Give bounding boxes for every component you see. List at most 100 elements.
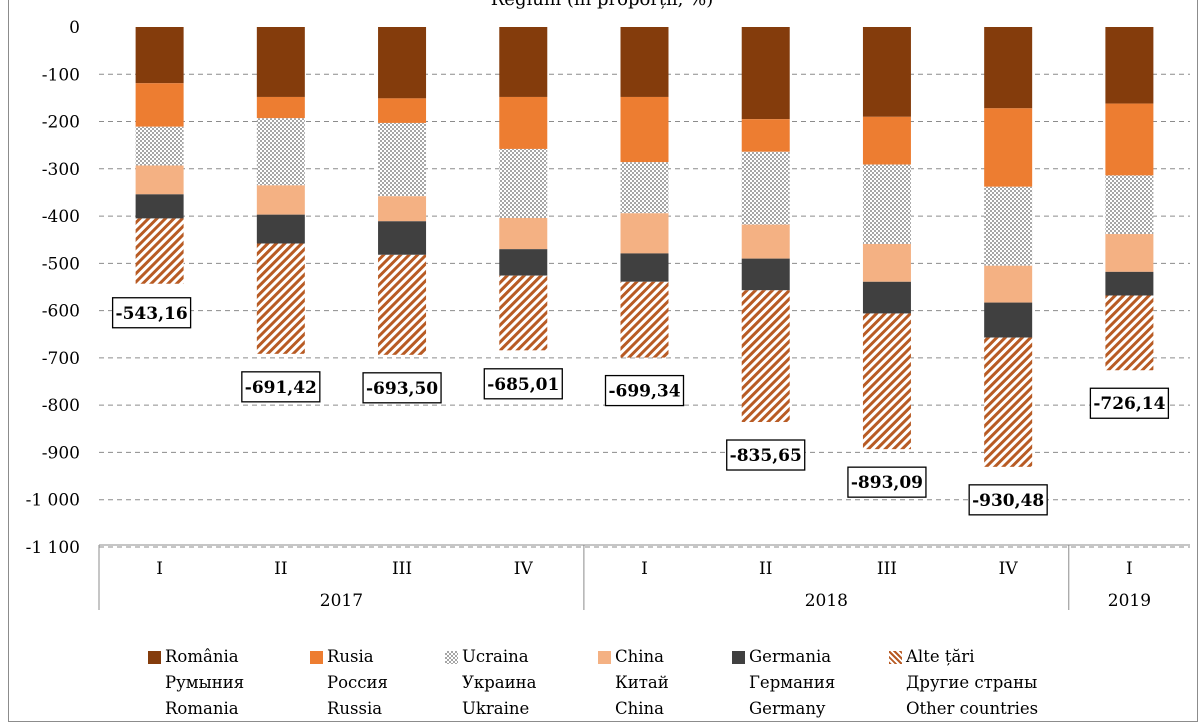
bar-segment-romania (256, 27, 305, 97)
bar-segment-other (378, 254, 427, 355)
legend-label-ru: Германия (749, 673, 836, 692)
total-label: -726,14 (1093, 394, 1165, 414)
chart-frame (8, 0, 1198, 722)
bar-segment-germany (862, 281, 911, 314)
legend-label-ru: Украина (462, 673, 537, 692)
bar-segment-romania (620, 27, 669, 97)
x-tick-label: I (641, 559, 648, 579)
bar-segment-russia (620, 96, 669, 163)
total-label: -699,34 (608, 382, 680, 402)
y-tick-label: -800 (42, 396, 80, 416)
total-label-box (111, 297, 192, 329)
bar-segment-china (741, 224, 790, 259)
bar-segment-germany (984, 302, 1033, 338)
bar-segment-ukraine (378, 122, 427, 197)
legend-label-en: Russia (327, 699, 383, 718)
bar-segment-romania (499, 27, 548, 97)
bar-segment-russia (862, 116, 911, 165)
bar-segment-other (135, 218, 184, 284)
total-label: -893,09 (851, 473, 923, 493)
total-label-box (362, 372, 442, 404)
total-label: -685,01 (487, 375, 559, 395)
x-tick-label: IV (999, 559, 1019, 579)
bar-segment-china (378, 196, 427, 222)
total-label: -691,42 (245, 378, 317, 398)
bar-segment-russia (378, 98, 427, 123)
y-tick-label: -700 (42, 349, 80, 369)
bar-segment-ukraine (862, 164, 911, 244)
year-group-label: 2017 (320, 591, 363, 611)
x-tick-label: II (759, 559, 772, 579)
bar-segment-other (256, 243, 305, 354)
bar-segment-germany (378, 221, 427, 255)
bar-segment-germany (256, 214, 305, 244)
total-label-box (241, 371, 321, 403)
total-label-box (847, 466, 927, 498)
legend-label-ru: Другие страны (906, 673, 1038, 692)
x-tick-label: III (392, 559, 412, 579)
bar-segment-ukraine (1105, 175, 1154, 235)
bar-segment-other (984, 337, 1033, 467)
bar-segment-romania (378, 27, 427, 99)
bar-segment-china (135, 165, 184, 195)
bar-segment-china (499, 217, 548, 250)
bar-segment-ukraine (256, 118, 305, 186)
bar-segment-china (984, 265, 1033, 303)
bar-segment-other (862, 313, 911, 450)
bar-segment-ukraine (499, 148, 548, 218)
bar-segment-china (256, 185, 305, 215)
legend-label-ro: Ucraina (462, 647, 529, 666)
bar-segment-russia (135, 83, 184, 127)
total-label-box (1089, 387, 1170, 419)
bar-segment-russia (256, 96, 305, 119)
x-tick-label: I (1126, 559, 1133, 579)
y-tick-label: -300 (42, 160, 80, 180)
y-tick-label: -1 000 (26, 491, 80, 511)
total-label: -543,16 (116, 304, 188, 324)
legend-label-en: Ukraine (462, 699, 530, 718)
bar-segment-china (862, 243, 911, 282)
legend-label-en: Romania (165, 699, 239, 718)
legend-label-ru: Россия (327, 673, 388, 692)
y-tick-label: -400 (42, 207, 80, 227)
bar-segment-china (1105, 234, 1154, 272)
bar-segment-germany (741, 258, 790, 291)
legend-label-ru: Китай (615, 673, 669, 692)
legend-item-china: China Китай China (598, 644, 669, 722)
total-label: -693,50 (366, 379, 438, 399)
legend-label-en: Other countries (906, 699, 1039, 718)
bar-segment-germany (135, 194, 184, 219)
total-label: -835,65 (730, 446, 802, 466)
year-group-label: 2019 (1108, 591, 1151, 611)
bar-segment-romania (741, 27, 790, 120)
bar-segment-romania (135, 27, 184, 84)
stacked-bar-chart: 0 -100 -200 -300 -400 -500 -600 -700 -800 -900 -1 … (26, 18, 1190, 611)
bar-segment-ukraine (741, 151, 790, 225)
total-label: -930,48 (972, 491, 1044, 511)
y-tick-label: -900 (42, 443, 80, 463)
legend-item-russia: Rusia Россия Russia (310, 644, 388, 722)
bar-segment-romania (1105, 27, 1154, 104)
legend-label-ro: România (165, 647, 239, 666)
bar-segment-china (620, 213, 669, 254)
y-tick-label: -1 100 (26, 538, 80, 558)
bar-segment-romania (984, 27, 1033, 109)
bar-segment-ukraine (984, 186, 1033, 266)
x-tick-label: II (274, 559, 287, 579)
y-tick-label: -600 (42, 302, 80, 322)
legend-swatch-germany (732, 651, 745, 664)
chart-title: Regiuni (în proporții, %) (0, 0, 1204, 10)
x-tick-label: IV (514, 559, 534, 579)
bar-segment-germany (620, 253, 669, 282)
legend-item-romania: România Румыния Romania (148, 644, 244, 722)
legend-label-ro: Alte țări (906, 647, 975, 666)
bar-segment-germany (1105, 271, 1154, 296)
legend-label-en: Germany (749, 699, 826, 718)
y-tick-label: -500 (42, 254, 80, 274)
total-label-box (726, 439, 806, 471)
bar-segment-ukraine (620, 162, 669, 214)
bar-segment-other (1105, 295, 1154, 371)
legend-item-germany: Germania Германия Germany (732, 644, 835, 722)
bar-segment-romania (862, 27, 911, 117)
bar-segment-russia (984, 108, 1033, 187)
